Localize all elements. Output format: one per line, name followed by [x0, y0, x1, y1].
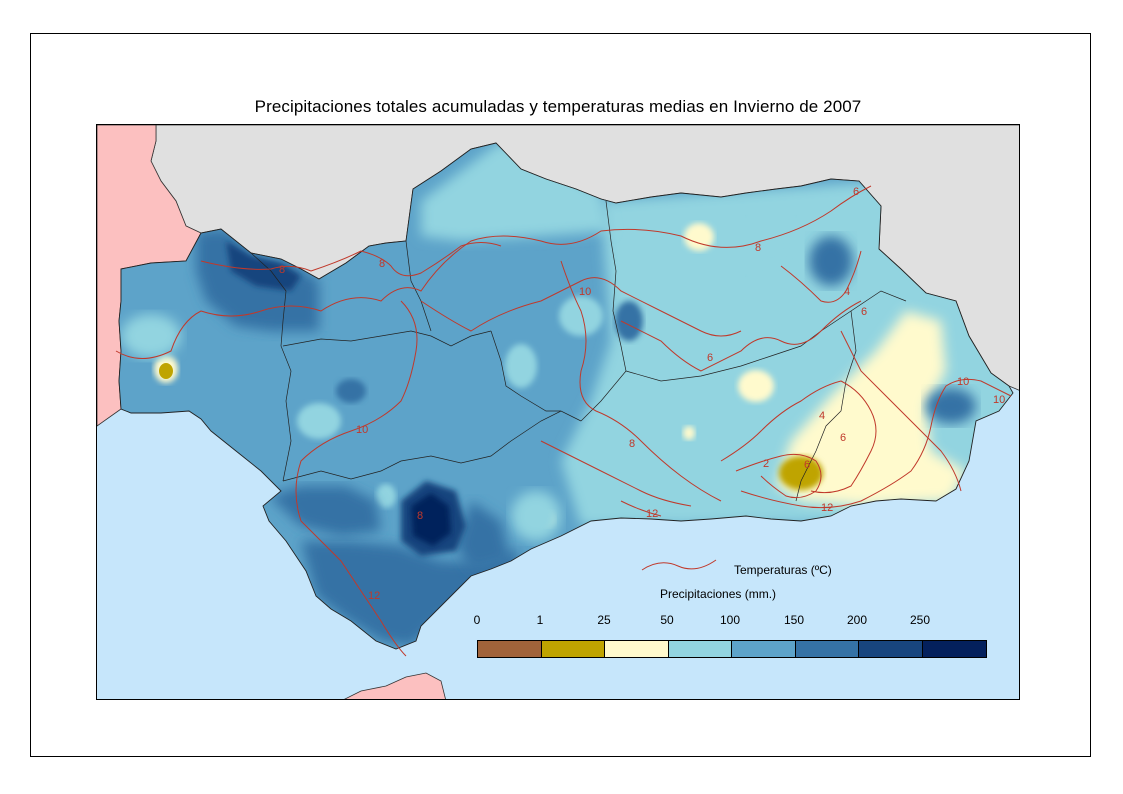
andalusia-outline: [118, 142, 1014, 650]
isotherm-label: 6: [707, 352, 713, 364]
isotherm-label: 8: [379, 258, 385, 270]
legend-swatch: [668, 641, 732, 657]
legend-tick: 25: [597, 613, 611, 627]
isotherm-label: 8: [755, 242, 761, 254]
outer-frame: [30, 33, 1091, 757]
legend-swatch: [732, 641, 796, 657]
temperature-legend-label: Temperaturas (ºC): [734, 563, 832, 577]
map-frame: 8 8 10 8 6 6 4 6 10 10 10 8 4 6 12 8 12 …: [96, 124, 1020, 700]
isotherm-label: 2: [763, 458, 769, 470]
legend-tick: 0: [473, 613, 481, 627]
isotherms: [115, 185, 1012, 657]
africa-land: [344, 672, 446, 699]
map-title: Precipitaciones totales acumuladas y tem…: [254, 97, 862, 116]
legend-tick: 150: [783, 613, 805, 627]
legend-tick: 200: [846, 613, 868, 627]
isotherm-label: 8: [417, 510, 423, 522]
isotherm-label: 10: [993, 394, 1005, 406]
isotherm-label: 6: [861, 306, 867, 318]
isotherm-label: 6: [804, 459, 810, 471]
legend-swatch: [922, 641, 986, 657]
legend-swatch: [795, 641, 859, 657]
legend-swatch: [859, 641, 923, 657]
isotherm-label-group: 8 8 10 8 6 6 4 6 10 10 10 8 4 6 12 8 12 …: [279, 186, 1005, 602]
isotherm-label: 8: [629, 438, 635, 450]
isotherm-label: 6: [840, 432, 846, 444]
legend-tick: 250: [909, 613, 931, 627]
isotherm-label: 4: [844, 286, 850, 298]
precipitation-legend-label: Precipitaciones (mm.): [660, 587, 777, 601]
isotherm-label: 10: [356, 424, 368, 436]
legend-tick: 1: [536, 613, 544, 627]
isotherm-label: 12: [646, 508, 658, 520]
legend-swatch: [605, 641, 669, 657]
isotherm-label: 12: [368, 590, 380, 602]
legend-tick: 50: [660, 613, 674, 627]
isotherm-label: 10: [579, 286, 591, 298]
andalusia-map: 8 8 10 8 6 6 4 6 10 10 10 8 4 6 12 8 12 …: [97, 125, 1019, 699]
isotherm-label: 8: [279, 264, 285, 276]
legend-tick: 100: [719, 613, 741, 627]
precipitation-color-scale: [477, 640, 987, 658]
isotherm-label: 10: [957, 376, 969, 388]
legend-swatch: [541, 641, 605, 657]
isotherm-label: 4: [819, 410, 825, 422]
isotherm-label: 6: [853, 186, 859, 198]
legend-swatch: [478, 641, 542, 657]
isotherm-label: 12: [821, 502, 833, 514]
province-boundaries: [250, 200, 907, 502]
temperature-line-icon: [641, 559, 717, 571]
